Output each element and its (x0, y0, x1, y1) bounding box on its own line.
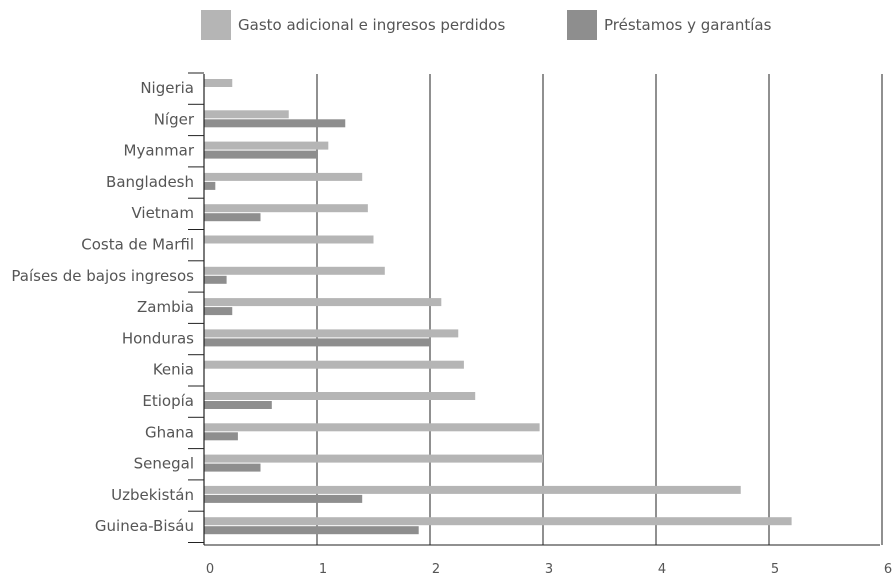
category-labels: Nigeria Níger Myanmar Bangladesh Vietnam Cost… (11, 79, 194, 535)
bar-prestamos (204, 526, 419, 535)
bar-prestamos (204, 213, 261, 222)
category-label: Costa de Marfil (81, 236, 194, 254)
x-tick-label: 3 (545, 562, 553, 577)
bar-gasto (204, 266, 385, 275)
category-label: Myanmar (124, 142, 195, 160)
bar-gasto (204, 298, 442, 307)
category-label: Etiopía (142, 392, 194, 410)
x-tick-label: 5 (771, 562, 779, 577)
x-tick-label: 0 (206, 562, 214, 577)
bar-prestamos (204, 275, 227, 284)
category-label: Ghana (145, 423, 194, 441)
bar-prestamos (204, 432, 238, 441)
category-label: Níger (154, 110, 195, 128)
legend: Gasto adicional e ingresos perdidos Prést… (201, 10, 772, 40)
category-label: Uzbekistán (111, 486, 194, 504)
category-label: Zambia (137, 298, 194, 316)
category-label: Vietnam (131, 204, 194, 222)
bar-gasto (204, 392, 476, 400)
bar-gasto (204, 204, 368, 213)
axes (188, 72, 880, 546)
bar-prestamos (204, 401, 272, 409)
bar-gasto (204, 235, 374, 244)
legend-label-2: Préstamos y garantías (604, 16, 772, 34)
x-tick-label: 4 (658, 562, 666, 577)
bar-prestamos (204, 150, 317, 159)
bar-gasto (204, 141, 329, 150)
bar-gasto (204, 360, 464, 369)
category-label: Kenia (153, 361, 194, 379)
legend-swatch-1 (201, 10, 231, 40)
bar-prestamos (204, 119, 346, 128)
category-label: Honduras (122, 329, 194, 347)
category-label: Nigeria (140, 79, 194, 97)
bar-prestamos (204, 307, 233, 316)
grid-lines (316, 74, 883, 545)
bar-gasto (204, 454, 543, 463)
bar-gasto (204, 329, 459, 338)
category-label: Guinea-Bisáu (95, 517, 194, 535)
bar-prestamos (204, 181, 216, 190)
bar-gasto (204, 110, 289, 119)
bar-gasto (204, 172, 363, 181)
category-label: Senegal (134, 455, 194, 473)
bar-gasto (204, 79, 233, 87)
bar-gasto (204, 423, 540, 432)
x-tick-label: 1 (319, 562, 327, 577)
bar-prestamos (204, 338, 430, 347)
bar-prestamos (204, 494, 363, 503)
bar-prestamos (204, 463, 261, 472)
legend-label-1: Gasto adicional e ingresos perdidos (238, 16, 505, 34)
bars-group (204, 79, 792, 535)
bar-gasto (204, 517, 792, 526)
category-label: Países de bajos ingresos (11, 267, 194, 285)
bar-gasto (204, 485, 741, 494)
category-label: Bangladesh (106, 173, 194, 191)
x-tick-label: 6 (884, 562, 892, 577)
legend-swatch-2 (567, 10, 597, 40)
x-tick-label: 2 (432, 562, 440, 577)
x-tick-labels: 0 1 2 3 4 5 6 (206, 562, 892, 577)
